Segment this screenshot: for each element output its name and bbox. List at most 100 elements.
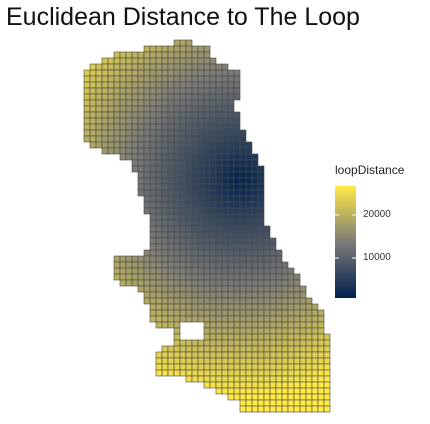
grid-cell: [281, 267, 289, 275]
grid-cell: [215, 243, 223, 251]
grid-cell: [251, 219, 259, 227]
grid-cell: [113, 261, 121, 269]
grid-cell: [83, 129, 91, 137]
grid-cell: [167, 147, 175, 155]
grid-cell: [245, 243, 253, 251]
grid-cell: [197, 189, 205, 197]
grid-cell: [119, 117, 127, 125]
grid-cell: [233, 315, 241, 323]
grid-cell: [155, 237, 163, 245]
grid-cell: [185, 201, 193, 209]
grid-cell: [197, 99, 205, 107]
grid-cell: [323, 339, 331, 347]
grid-cell: [197, 81, 205, 89]
grid-cell: [89, 111, 97, 119]
grid-cell: [233, 261, 241, 269]
grid-cell: [281, 369, 289, 377]
grid-cell: [209, 297, 217, 305]
grid-cell: [275, 261, 283, 269]
grid-cell: [221, 381, 229, 389]
grid-cell: [317, 321, 325, 329]
grid-cell: [209, 135, 217, 143]
grid-cell: [221, 291, 229, 299]
grid-cell: [209, 249, 217, 257]
grid-cell: [191, 255, 199, 263]
grid-cell: [257, 285, 265, 293]
grid-cell: [221, 81, 229, 89]
grid-cell: [293, 363, 301, 371]
grid-cell: [179, 141, 187, 149]
grid-cell: [239, 141, 247, 149]
grid-cell: [185, 93, 193, 101]
grid-cell: [233, 117, 241, 125]
grid-cell: [275, 333, 283, 341]
grid-cell: [179, 351, 187, 359]
grid-cell: [221, 249, 229, 257]
grid-cell: [155, 279, 163, 287]
grid-cell: [215, 147, 223, 155]
grid-cell: [311, 315, 319, 323]
grid-cell: [143, 51, 151, 59]
grid-cell: [161, 45, 169, 53]
grid-cell: [227, 207, 235, 215]
grid-cell: [143, 255, 151, 263]
grid-cell: [269, 387, 277, 395]
grid-cell: [173, 195, 181, 203]
grid-cell: [167, 297, 175, 305]
grid-cell: [191, 201, 199, 209]
grid-cell: [125, 273, 133, 281]
grid-cell: [95, 69, 103, 77]
grid-cell: [299, 315, 307, 323]
grid-cell: [167, 363, 175, 371]
grid-cell: [83, 111, 91, 119]
grid-cell: [179, 117, 187, 125]
grid-cell: [131, 153, 139, 161]
grid-cell: [155, 297, 163, 305]
grid-cell: [233, 171, 241, 179]
grid-cell: [287, 285, 295, 293]
grid-cell: [149, 153, 157, 161]
grid-cell: [185, 63, 193, 71]
grid-cell: [149, 183, 157, 191]
grid-cell: [245, 183, 253, 191]
grid-cell: [155, 111, 163, 119]
grid-cell: [155, 207, 163, 215]
grid-cell: [173, 243, 181, 251]
grid-cell: [281, 321, 289, 329]
grid-cell: [143, 159, 151, 167]
grid-cell: [137, 63, 145, 71]
grid-cell: [233, 189, 241, 197]
grid-cell: [179, 189, 187, 197]
grid-cell: [173, 57, 181, 65]
grid-cell: [113, 135, 121, 143]
grid-cell: [89, 75, 97, 83]
grid-cell: [191, 345, 199, 353]
grid-cell: [209, 201, 217, 209]
grid-cell: [191, 75, 199, 83]
grid-cell: [281, 333, 289, 341]
grid-cell: [197, 51, 205, 59]
grid-cell: [239, 279, 247, 287]
grid-cell: [131, 135, 139, 143]
grid-cell: [215, 267, 223, 275]
grid-cell: [215, 81, 223, 89]
grid-cell: [173, 327, 181, 335]
grid-cell: [221, 327, 229, 335]
grid-cell: [149, 207, 157, 215]
grid-cell: [257, 195, 265, 203]
grid-cell: [299, 297, 307, 305]
grid-cell: [197, 57, 205, 65]
grid-cell: [191, 57, 199, 65]
grid-cell: [137, 51, 145, 59]
grid-cell: [83, 69, 91, 77]
grid-cell: [221, 189, 229, 197]
grid-cell: [269, 267, 277, 275]
grid-cell: [215, 99, 223, 107]
grid-cell: [95, 63, 103, 71]
grid-cell: [131, 129, 139, 137]
grid-cell: [275, 387, 283, 395]
grid-cell: [83, 93, 91, 101]
grid-cell: [245, 201, 253, 209]
grid-cell: [149, 243, 157, 251]
grid-cell: [215, 93, 223, 101]
